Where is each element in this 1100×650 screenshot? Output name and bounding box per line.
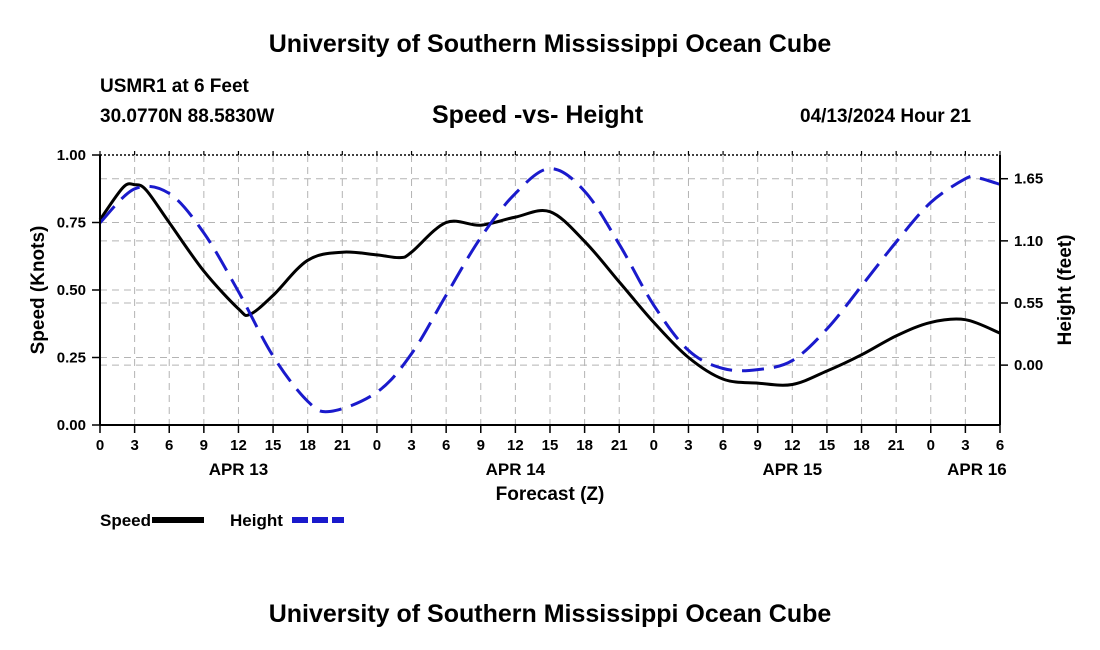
x-tick-label: 15 — [819, 437, 836, 454]
x-date-label: APR 15 — [763, 460, 823, 479]
x-tick-label: 0 — [96, 437, 104, 454]
x-date-label: APR 13 — [209, 460, 269, 479]
x-tick-label: 3 — [961, 437, 969, 454]
y2-tick-label: 0.00 — [1014, 357, 1043, 374]
x-tick-label: 9 — [200, 437, 208, 454]
y-tick-label: 0.50 — [57, 282, 86, 299]
grid — [100, 155, 1000, 425]
x-tick-label: 21 — [611, 437, 628, 454]
y-tick-label: 0.75 — [57, 215, 86, 232]
x-tick-label: 6 — [719, 437, 727, 454]
legend: Speed Height — [100, 511, 344, 530]
x-axis-label: Forecast (Z) — [496, 484, 605, 505]
x-tick-label: 0 — [373, 437, 381, 454]
y-tick-label: 0.00 — [57, 417, 86, 434]
y2-tick-label: 1.65 — [1014, 171, 1043, 188]
x-tick-label: 0 — [650, 437, 658, 454]
x-tick-label: 12 — [230, 437, 247, 454]
y-axis-label: Speed (Knots) — [28, 226, 49, 355]
y-tick-label: 0.25 — [57, 350, 86, 367]
forecast-datetime: 04/13/2024 Hour 21 — [800, 106, 972, 127]
x-tick-label: 3 — [130, 437, 138, 454]
x-date-label: APR 14 — [486, 460, 546, 479]
series-line-speed — [98, 182, 1001, 387]
series-layer — [98, 167, 1001, 414]
tick-labels: 0 3 6 9 12 15 18 21 0 3 6 9 12 15 18 21 0 3 6 9 12 15 18 21 0 3 6 A… — [57, 147, 1043, 479]
chart-subtitle: Speed -vs- Height — [432, 101, 644, 129]
footer-title: University of Southern Mississippi Ocean… — [268, 600, 832, 628]
x-tick-label: 3 — [684, 437, 692, 454]
x-tick-label: 9 — [477, 437, 485, 454]
axes — [92, 151, 1008, 433]
x-tick-label: 18 — [853, 437, 870, 454]
x-tick-label: 21 — [334, 437, 351, 454]
y2-tick-label: 0.55 — [1014, 295, 1043, 312]
x-date-label: APR 16 — [947, 460, 1007, 479]
x-tick-label: 18 — [299, 437, 316, 454]
x-tick-label: 3 — [407, 437, 415, 454]
legend-label-speed: Speed — [100, 511, 151, 530]
x-tick-label: 21 — [888, 437, 905, 454]
y2-axis-label: Height (feet) — [1055, 235, 1076, 346]
station-label: USMR1 at 6 Feet — [100, 76, 249, 97]
x-tick-label: 6 — [165, 437, 173, 454]
x-tick-label: 12 — [507, 437, 524, 454]
x-tick-label: 9 — [754, 437, 762, 454]
x-tick-label: 6 — [442, 437, 450, 454]
x-tick-label: 18 — [576, 437, 593, 454]
x-tick-label: 15 — [542, 437, 559, 454]
coordinates-label: 30.0770N 88.5830W — [100, 106, 275, 127]
legend-label-height: Height — [230, 511, 283, 530]
x-tick-label: 0 — [927, 437, 935, 454]
x-tick-label: 6 — [996, 437, 1004, 454]
y-tick-label: 1.00 — [57, 147, 86, 164]
page-title: University of Southern Mississippi Ocean… — [268, 30, 832, 58]
x-tick-label: 12 — [784, 437, 801, 454]
y2-tick-label: 1.10 — [1014, 233, 1043, 250]
series-line-height — [98, 167, 1001, 414]
x-tick-label: 15 — [265, 437, 282, 454]
